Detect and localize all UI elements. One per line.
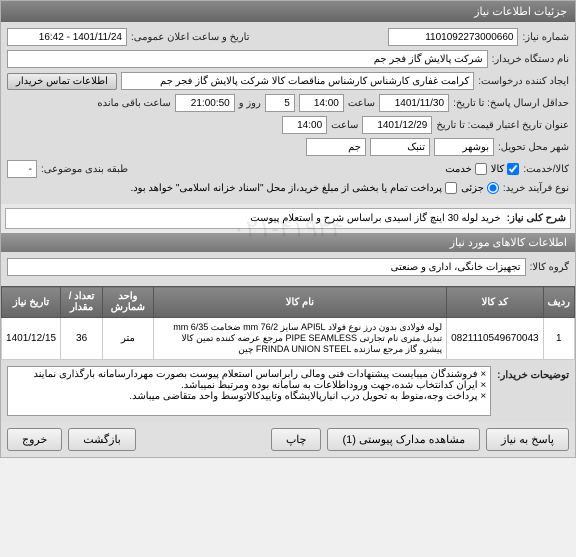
th: واحد شمارش <box>103 287 154 318</box>
buyer-field: شرکت پالایش گاز فجر جم <box>7 50 488 68</box>
print-button[interactable]: چاپ <box>271 428 322 451</box>
pkg-label: طبقه بندی موضوعی: <box>41 164 128 175</box>
panel-header: جزئیات اطلاعات نیاز <box>1 1 575 22</box>
service-cb-input[interactable] <box>475 163 487 175</box>
buytype-label: نوع فرآیند خرید: <box>503 183 569 194</box>
td: 1 <box>543 318 574 360</box>
group-field: تجهیزات خانگی، اداری و صنعتی <box>7 258 526 276</box>
buytype-radio-input[interactable] <box>487 182 499 194</box>
buyer-notes-label: توضیحات خریدار: <box>497 366 569 416</box>
th: تاریخ نیاز <box>2 287 61 318</box>
td: لوله فولادی بدون درز نوع فولاد API5L سای… <box>153 318 446 360</box>
service-checkbox[interactable]: خدمت <box>445 163 487 175</box>
city-label: شهر محل تحویل: <box>498 142 569 153</box>
header-title: جزئیات اطلاعات نیاز <box>474 5 567 18</box>
countdown-field: 21:00:50 <box>175 94 235 112</box>
partial-cb-label: پرداخت تمام یا بخشی از مبلغ خرید،از محل … <box>130 183 442 194</box>
buyer-label: نام دستگاه خریدار: <box>492 54 569 65</box>
attach-button[interactable]: مشاهده مدارک پیوستی (1) <box>327 428 480 451</box>
back-button[interactable]: بازگشت <box>68 428 136 451</box>
credit-label: عنوان تاریخ اعتبار قیمت: تا تاریخ <box>436 120 569 131</box>
partial-checkbox[interactable]: پرداخت تمام یا بخشی از مبلغ خرید،از محل … <box>130 182 457 194</box>
reqno-label: شماره نیاز: <box>522 32 569 43</box>
th: ردیف <box>543 287 574 318</box>
goods-cb-input[interactable] <box>507 163 519 175</box>
td: متر <box>103 318 154 360</box>
reqno-field: 1101092273000660 <box>388 28 518 46</box>
exit-button[interactable]: خروج <box>7 428 62 451</box>
countdown-label: ساعت باقی مانده <box>97 98 170 109</box>
th: کد کالا <box>447 287 544 318</box>
td: 36 <box>61 318 103 360</box>
partial-cb-input[interactable] <box>445 182 457 194</box>
respond-button[interactable]: پاسخ به نیاز <box>486 428 569 451</box>
credit-time: 14:00 <box>282 116 327 134</box>
requester-field: کرامت غفاری کارشناس کارشناس مناقصات کالا… <box>121 72 474 90</box>
time-label-2: ساعت <box>331 120 358 131</box>
time-label-1: ساعت <box>348 98 375 109</box>
city3-field: جم <box>306 138 366 156</box>
goods-label: کالا/خدمت: <box>523 164 569 175</box>
deadline-label: حداقل ارسال پاسخ: تا تاریخ: <box>453 98 569 109</box>
requester-label: ایجاد کننده درخواست: <box>478 76 569 87</box>
buytype-radio-label: جزئی <box>461 183 484 194</box>
credit-date: 1401/12/29 <box>362 116 432 134</box>
announce-field: 1401/11/24 - 16:42 <box>7 28 127 46</box>
goods-checkbox[interactable]: کالا <box>491 163 520 175</box>
city2-field: تنبک <box>370 138 430 156</box>
buytype-radio[interactable]: جزئی <box>461 182 499 194</box>
group-label: گروه کالا: <box>530 262 569 273</box>
goods-cb-label: کالا <box>491 164 505 175</box>
service-cb-label: خدمت <box>445 164 472 175</box>
contact-button[interactable]: اطلاعات تماس خریدار <box>7 73 117 90</box>
td: 0821110549670043 <box>447 318 544 360</box>
td: 1401/12/15 <box>2 318 61 360</box>
city-field: بوشهر <box>434 138 494 156</box>
buyer-notes: × فروشندگان میبایست پیشنهادات فنی ومالی … <box>7 366 491 416</box>
items-header: اطلاعات کالاهای مورد نیاز <box>1 233 575 252</box>
days-label: روز و <box>239 98 261 109</box>
items-table: ردیفکد کالانام کالاواحد شمارشتعداد / مقد… <box>1 286 575 360</box>
th: نام کالا <box>153 287 446 318</box>
desc-label: شرح کلی نیاز: <box>507 213 566 224</box>
days-field: 5 <box>265 94 295 112</box>
desc-text: خرید لوله 30 اینچ گاز اسیدی براساس شرح و… <box>250 213 500 224</box>
pkg-field: - <box>7 160 37 178</box>
deadline-date: 1401/11/30 <box>379 94 449 112</box>
table-row: 10821110549670043لوله فولادی بدون درز نو… <box>2 318 575 360</box>
th: تعداد / مقدار <box>61 287 103 318</box>
deadline-time: 14:00 <box>299 94 344 112</box>
announce-label: تاریخ و ساعت اعلان عمومی: <box>131 32 250 43</box>
